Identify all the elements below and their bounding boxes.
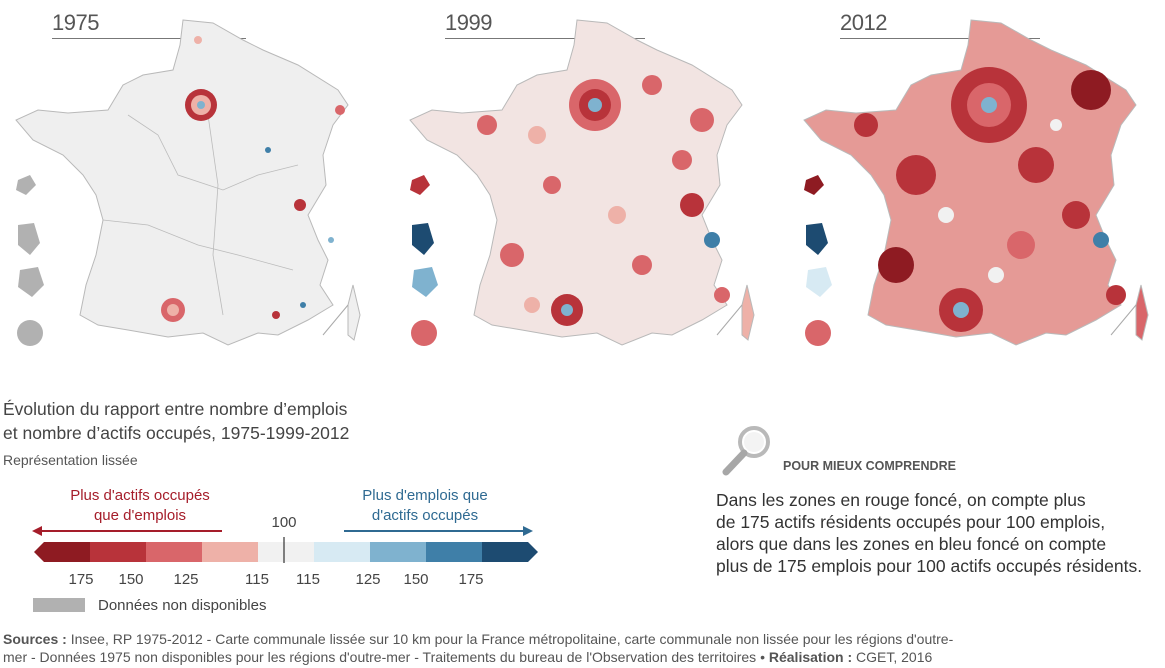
- legend-tick: 175: [458, 571, 484, 588]
- legend-color-segment: [370, 542, 426, 562]
- france-map-1975: [15, 19, 361, 346]
- metro-france: [15, 19, 361, 346]
- legend-tick: 150: [403, 571, 429, 588]
- map-year-label: 2012: [840, 10, 887, 35]
- hotspots: [854, 67, 1126, 332]
- legend-color-segment: [482, 542, 538, 562]
- no-data-swatch: [33, 598, 85, 612]
- map-year-label: 1999: [445, 10, 492, 35]
- legend-color-segment: [202, 542, 258, 562]
- france-map-1999: [409, 19, 755, 346]
- year-rule: [52, 38, 246, 39]
- legend-left-line-1: Plus d'actifs occupés: [70, 487, 210, 504]
- legend-tick: 175: [68, 571, 94, 588]
- subtitle: Représentation lissée: [3, 452, 138, 468]
- explanation-line: Dans les zones en rouge foncé, on compte…: [716, 490, 1086, 510]
- explanation-heading: POUR MIEUX COMPRENDRE: [783, 459, 956, 473]
- sources-line-1: Sources : Insee, RP 1975-2012 - Carte co…: [3, 630, 1163, 648]
- overseas-regions: [410, 175, 438, 346]
- legend-tick: 125: [355, 571, 381, 588]
- right-arrow: [344, 526, 533, 536]
- legend-color-segment: [146, 542, 202, 562]
- sources-text: Insee, RP 1975-2012 - Carte communale li…: [70, 631, 954, 647]
- legend-tick: 125: [173, 571, 199, 588]
- overseas-regions: [16, 175, 44, 346]
- magnifier-icon: [722, 426, 770, 476]
- title-line-2: et nombre d’actifs occupés, 1975-1999-20…: [3, 423, 350, 443]
- legend-left-line-2: que d'emplois: [93, 507, 187, 524]
- year-rule: [840, 38, 1040, 39]
- legend-center-label: 100: [271, 514, 297, 531]
- hotspots: [477, 75, 730, 326]
- legend-tick: 115: [245, 571, 269, 588]
- metro-france: [409, 19, 755, 346]
- credit-label: Réalisation :: [768, 649, 853, 665]
- legend-right-line-1: Plus d'emplois que: [362, 487, 488, 504]
- credit-text: CGET, 2016: [856, 649, 933, 665]
- hotspots: [161, 36, 345, 322]
- legend-color-segment: [314, 542, 370, 562]
- legend-right-line-2: d'actifs occupés: [371, 507, 479, 524]
- france-map-2012: [803, 19, 1149, 346]
- explanation-line: de 175 actifs résidents occupés pour 100…: [716, 512, 1106, 532]
- map-year-label: 1975: [52, 10, 99, 35]
- overseas-regions: [804, 175, 832, 346]
- explanation-line: alors que dans les zones en bleu foncé o…: [716, 534, 1107, 554]
- no-data-label: Données non disponibles: [98, 597, 267, 614]
- legend-color-segment: [258, 542, 314, 562]
- explanation-line: plus de 175 emplois pour 100 actifs occu…: [716, 556, 1143, 576]
- legend-color-segment: [34, 542, 90, 562]
- left-arrow: [32, 526, 222, 536]
- legend-color-segment: [90, 542, 146, 562]
- sources-label: Sources :: [3, 631, 67, 647]
- legend-tick: 150: [118, 571, 144, 588]
- title-line-1: Évolution du rapport entre nombre d’empl…: [3, 399, 348, 419]
- legend-tick: 115: [296, 571, 320, 588]
- sources-text-2: mer - Données 1975 non disponibles pour …: [3, 649, 765, 665]
- year-rule: [445, 38, 645, 39]
- color-scale: [34, 542, 538, 562]
- sources-line-2: mer - Données 1975 non disponibles pour …: [3, 648, 1163, 666]
- legend-color-segment: [426, 542, 482, 562]
- legend-scale: [32, 526, 538, 563]
